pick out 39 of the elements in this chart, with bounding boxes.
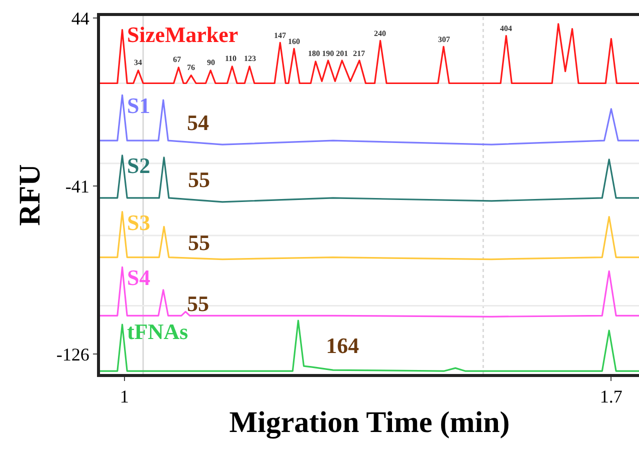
annotation: 76	[187, 63, 195, 72]
annotation: 123	[244, 54, 256, 63]
x-tick-label: 1.7	[600, 386, 622, 407]
line-series	[100, 266, 639, 318]
annotation: 110	[225, 54, 237, 63]
annotation: 240	[374, 29, 386, 38]
series-label: tFNAs	[127, 319, 189, 344]
annotation: 34	[134, 58, 142, 67]
annotation: 307	[438, 35, 450, 44]
series-label: S3	[127, 210, 150, 235]
y-axis-title: RFU	[13, 164, 46, 226]
x-axis-title: Migration Time (min)	[229, 406, 510, 440]
series-label: S4	[127, 265, 150, 290]
x-tick-label: 1	[120, 386, 129, 407]
annotation: 147	[274, 31, 286, 40]
annotation: 160	[288, 37, 300, 46]
annotation: 201	[336, 49, 348, 58]
line-series	[100, 23, 639, 84]
y-tick-label: 44	[71, 8, 90, 28]
series-label: S1	[127, 93, 150, 118]
annotation: 190	[322, 49, 334, 58]
y-tick-label: -41	[65, 176, 90, 196]
annotation: 55	[188, 230, 210, 255]
annotation: 67	[173, 55, 181, 64]
annotation: 55	[187, 291, 209, 316]
line-series	[100, 94, 639, 146]
annotation: 217	[353, 49, 365, 58]
annotation: 54	[187, 110, 209, 135]
annotation: 404	[500, 24, 512, 33]
y-tick-label: -126	[56, 344, 90, 365]
annotation: 164	[326, 333, 359, 358]
series-label: SizeMarker	[127, 22, 238, 47]
annotation: 55	[188, 167, 210, 192]
line-series	[100, 154, 639, 203]
line-series	[100, 320, 639, 372]
annotation: 180	[308, 49, 320, 58]
line-series	[100, 211, 639, 260]
annotation: 90	[207, 58, 215, 67]
series-label: S2	[127, 153, 150, 178]
